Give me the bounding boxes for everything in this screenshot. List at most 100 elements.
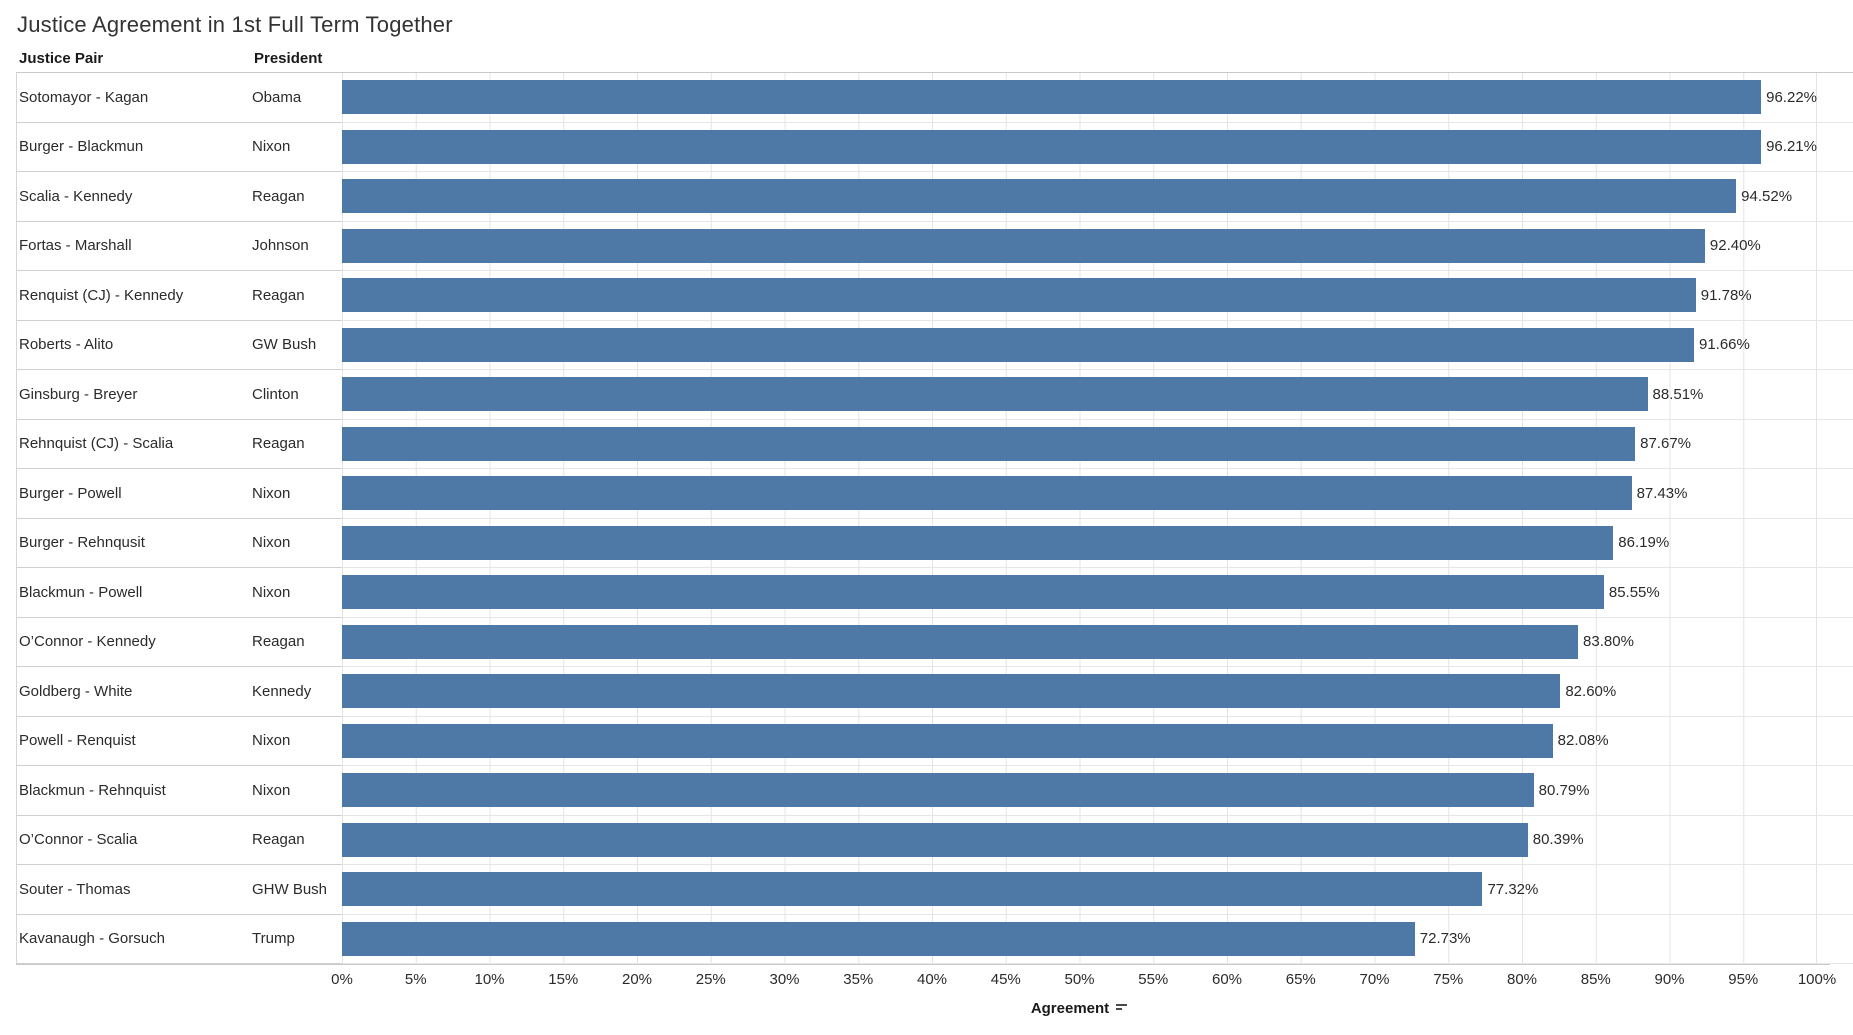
- table-row: Kavanaugh - Gorsuch Trump 72.73%: [17, 914, 1853, 964]
- president-label: Obama: [252, 73, 342, 123]
- x-axis: 0% 5% 10% 15% 20% 25% 30% 35% 40% 45% 50% 55% 60% 65%…: [0, 964, 1853, 1023]
- agreement-bar[interactable]: [342, 179, 1737, 214]
- agreement-bar[interactable]: [342, 327, 1694, 362]
- agreement-bar[interactable]: [342, 773, 1534, 808]
- value-label: 80.39%: [1532, 831, 1584, 849]
- axis-tick-label: 55%: [1138, 971, 1169, 988]
- table-row: Rehnquist (CJ) - Scalia Reagan 87.67%: [17, 419, 1853, 469]
- value-label: 94.52%: [1741, 187, 1793, 205]
- value-label: 91.66%: [1698, 336, 1750, 354]
- table-row: Burger - Powell Nixon 87.43%: [17, 469, 1853, 519]
- sort-descending-icon[interactable]: [1116, 1004, 1128, 1014]
- bar-track: 80.39%: [342, 815, 1817, 865]
- agreement-bar[interactable]: [342, 426, 1636, 461]
- agreement-bar[interactable]: [342, 822, 1528, 857]
- bar-track: 96.22%: [342, 73, 1817, 123]
- value-label: 82.60%: [1565, 682, 1617, 700]
- agreement-bar[interactable]: [342, 228, 1705, 263]
- justice-pair-label: Renquist (CJ) - Kennedy: [17, 271, 252, 321]
- row-spacer: [1817, 221, 1853, 271]
- bar-track: 87.67%: [342, 419, 1817, 469]
- table-row: Sotomayor - Kagan Obama 96.22%: [17, 73, 1853, 123]
- justice-pair-label: Burger - Blackmun: [17, 123, 252, 172]
- table-row: Goldberg - White Kennedy 82.60%: [17, 667, 1853, 717]
- axis-tick-label: 0%: [331, 971, 353, 988]
- axis-tick-label: 80%: [1506, 971, 1538, 988]
- bar-track: 86.19%: [342, 518, 1817, 568]
- agreement-bar[interactable]: [342, 575, 1604, 610]
- axis-tick-label: 5%: [404, 971, 427, 988]
- agreement-bar[interactable]: [342, 624, 1579, 659]
- agreement-bar[interactable]: [342, 674, 1561, 709]
- axis-tick-label: 65%: [1285, 971, 1316, 988]
- agreement-bar[interactable]: [342, 723, 1553, 758]
- justice-pair-label: O’Connor - Kennedy: [17, 618, 252, 667]
- table-row: Blackmun - Rehnquist Nixon 80.79%: [17, 766, 1853, 816]
- president-label: Nixon: [252, 717, 342, 766]
- bar-track: 80.79%: [342, 766, 1817, 816]
- table-row: Fortas - Marshall Johnson 92.40%: [17, 221, 1853, 271]
- table-row: Roberts - Alito GW Bush 91.66%: [17, 320, 1853, 370]
- value-label: 91.78%: [1700, 286, 1752, 304]
- bar-track: 91.66%: [342, 320, 1817, 370]
- agreement-bar[interactable]: [342, 525, 1614, 560]
- axis-tick-label: 10%: [474, 971, 505, 988]
- justice-pair-label: Ginsburg - Breyer: [17, 370, 252, 420]
- agreement-bar[interactable]: [342, 129, 1762, 164]
- table-row: Blackmun - Powell Nixon 85.55%: [17, 568, 1853, 618]
- x-axis-title-row: Agreement: [342, 993, 1817, 1023]
- row-spacer: [1817, 568, 1853, 618]
- justice-pair-label: Roberts - Alito: [17, 321, 252, 370]
- axis-tick-label: 15%: [548, 971, 579, 988]
- agreement-bar[interactable]: [342, 921, 1415, 956]
- column-header-justice-pair[interactable]: Justice Pair: [19, 50, 104, 67]
- agreement-bar[interactable]: [342, 278, 1696, 313]
- president-label: Nixon: [252, 766, 342, 816]
- table-row: Scalia - Kennedy Reagan 94.52%: [17, 172, 1853, 222]
- row-spacer: [1817, 419, 1853, 469]
- x-axis-title[interactable]: Agreement: [1030, 999, 1110, 1017]
- table-row: O’Connor - Scalia Reagan 80.39%: [17, 815, 1853, 865]
- bar-track: 88.51%: [342, 370, 1817, 420]
- value-label: 77.32%: [1487, 880, 1539, 898]
- table-row: Ginsburg - Breyer Clinton 88.51%: [17, 370, 1853, 420]
- row-spacer: [1817, 370, 1853, 420]
- value-label: 72.73%: [1419, 930, 1471, 948]
- table-row: O’Connor - Kennedy Reagan 83.80%: [17, 617, 1853, 667]
- table-row: Burger - Rehnqusit Nixon 86.19%: [17, 518, 1853, 568]
- value-label: 82.08%: [1557, 732, 1609, 750]
- row-spacer: [1817, 914, 1853, 964]
- bar-track: 82.60%: [342, 667, 1817, 717]
- bar-track: 96.21%: [342, 122, 1817, 172]
- table-row: Renquist (CJ) - Kennedy Reagan 91.78%: [17, 271, 1853, 321]
- president-label: Kennedy: [252, 667, 342, 717]
- value-label: 87.43%: [1636, 484, 1688, 502]
- axis-tick-label: 40%: [916, 971, 948, 988]
- axis-tick-label: 25%: [695, 971, 726, 988]
- row-spacer: [1817, 122, 1853, 172]
- axis-tick-label: 95%: [1728, 971, 1759, 988]
- axis-tick-label: 20%: [621, 971, 653, 988]
- justice-pair-label: O’Connor - Scalia: [17, 816, 252, 865]
- row-spacer: [1817, 716, 1853, 766]
- row-spacer: [1817, 815, 1853, 865]
- justice-pair-label: Burger - Rehnqusit: [17, 519, 252, 568]
- row-spacer: [1817, 518, 1853, 568]
- agreement-bar[interactable]: [342, 377, 1648, 412]
- bar-track: 85.55%: [342, 568, 1817, 618]
- value-label: 85.55%: [1608, 583, 1660, 601]
- justice-pair-label: Blackmun - Rehnquist: [17, 766, 252, 816]
- president-label: Reagan: [252, 618, 342, 667]
- agreement-bar[interactable]: [342, 476, 1632, 511]
- bar-track: 72.73%: [342, 914, 1817, 964]
- justice-pair-label: Scalia - Kennedy: [17, 172, 252, 222]
- value-label: 96.21%: [1766, 138, 1817, 156]
- value-label: 83.80%: [1583, 633, 1634, 651]
- row-spacer: [1817, 73, 1853, 123]
- column-headers: Justice Pair President: [17, 44, 1853, 72]
- column-header-president[interactable]: President: [254, 50, 323, 67]
- agreement-bar[interactable]: [342, 80, 1762, 115]
- agreement-bar[interactable]: [342, 872, 1483, 907]
- bar-track: 83.80%: [342, 617, 1817, 667]
